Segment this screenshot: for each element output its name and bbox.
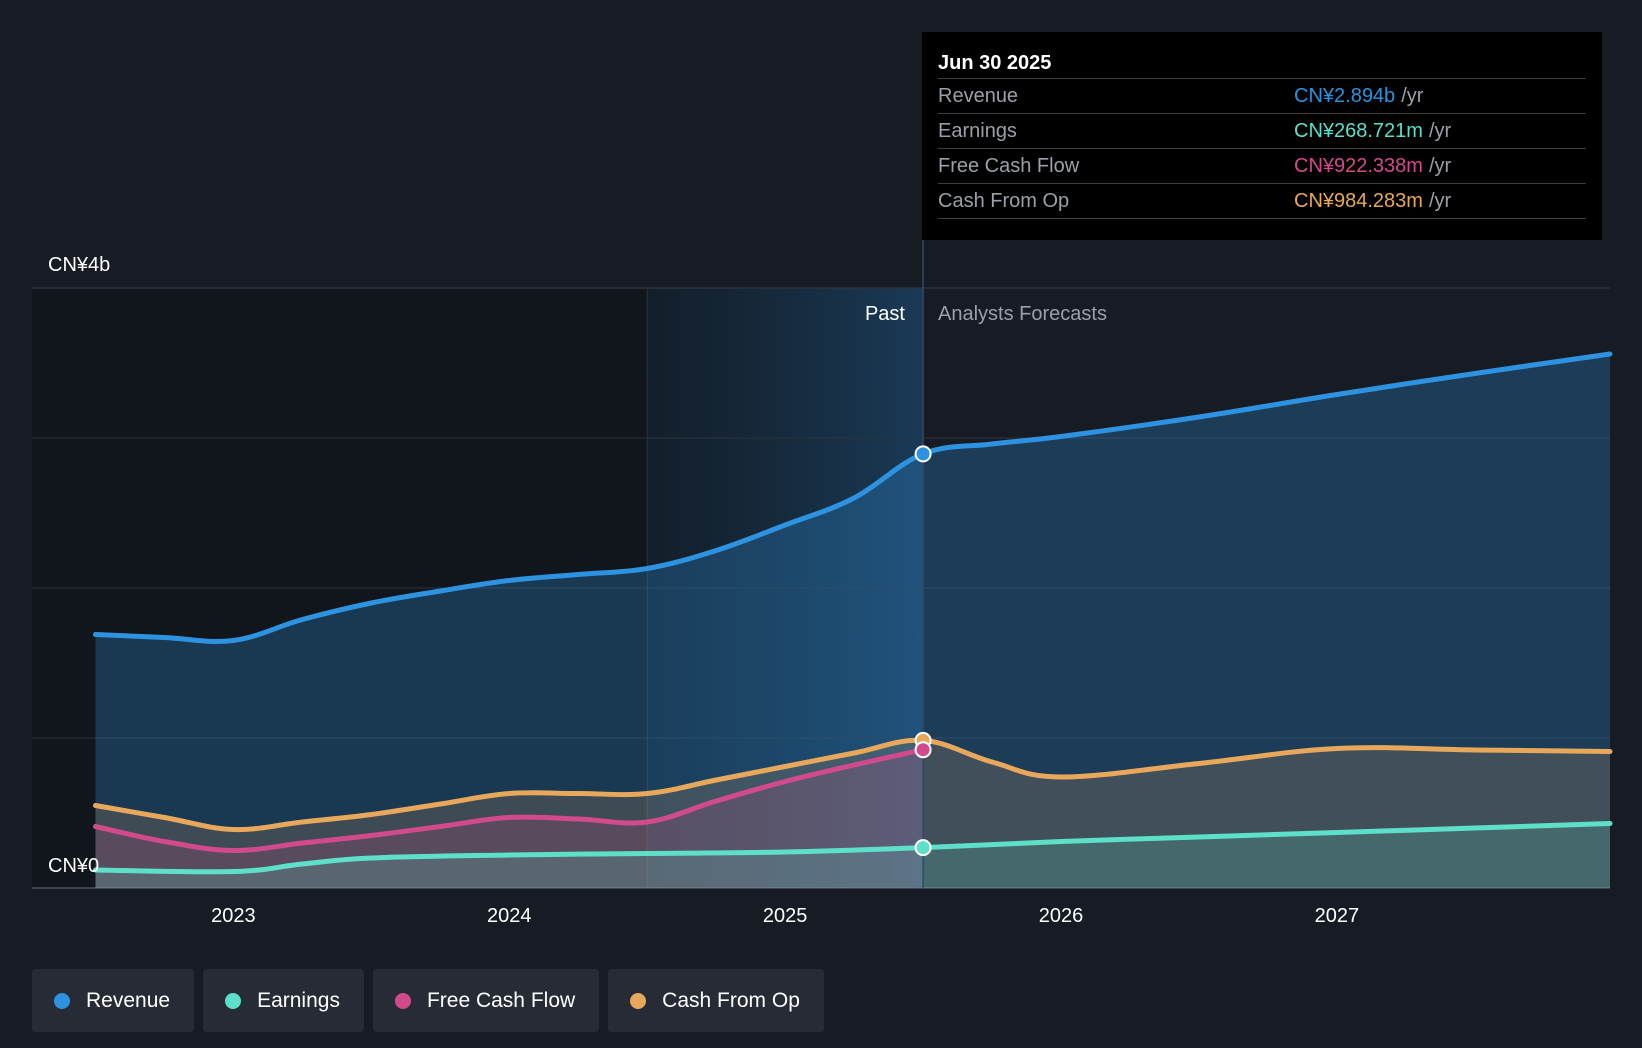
revenue-area xyxy=(95,354,1610,888)
tooltip-fcf-name: Free Cash Flow xyxy=(938,155,1080,177)
free-cash-flow-dot-icon xyxy=(394,992,411,1009)
x-tick-label: 2023 xyxy=(211,905,256,927)
free-cash-flow-line xyxy=(92,747,926,854)
legend-item-earnings[interactable]: Earnings xyxy=(203,969,364,1032)
legend-item-revenue[interactable]: Revenue xyxy=(32,969,195,1032)
tooltip-revenue-unit: /yr xyxy=(1401,85,1424,107)
tooltip-revenue-value: CN¥2.894b xyxy=(1294,85,1396,107)
tooltip-revenue-name: Revenue xyxy=(938,85,1019,107)
tooltip-row-cfo: Cash From Op CN¥984.283m /yr xyxy=(938,184,1586,219)
tooltip-earnings-value: CN¥268.721m xyxy=(1294,120,1423,142)
cash-from-op-area xyxy=(95,740,1610,888)
legend-item-free-cash-flow[interactable]: Free Cash Flow xyxy=(372,969,600,1032)
tooltip-row-earnings: Earnings CN¥268.721m /yr xyxy=(938,114,1586,149)
tooltip-row-revenue: Revenue CN¥2.894b /yr xyxy=(938,79,1586,114)
tooltip-fcf-value: CN¥922.338m xyxy=(1294,155,1423,177)
legend-earnings-label: Earnings xyxy=(257,988,340,1012)
revenue-highlight-marker[interactable] xyxy=(914,445,932,463)
legend-item-cash-from-op[interactable]: Cash From Op xyxy=(608,969,824,1032)
hover-tooltip: Jun 30 2025 Revenue CN¥2.894b /yr Earnin… xyxy=(922,32,1602,240)
free-cash-flow-highlight-marker[interactable] xyxy=(914,741,932,759)
tooltip-date: Jun 30 2025 xyxy=(938,48,1586,79)
cash-from-op-dot-icon xyxy=(630,992,647,1009)
earnings-highlight-marker[interactable] xyxy=(914,839,932,857)
past-region-label: Past xyxy=(865,303,905,325)
tooltip-earnings-name: Earnings xyxy=(938,120,1017,142)
tooltip-cfo-name: Cash From Op xyxy=(938,190,1070,212)
legend-free-cash-flow-label: Free Cash Flow xyxy=(426,988,576,1012)
tooltip-row-fcf: Free Cash Flow CN¥922.338m /yr xyxy=(938,149,1586,184)
earnings-line xyxy=(92,821,1613,875)
x-tick-label: 2027 xyxy=(1315,905,1360,927)
tooltip-cfo-unit: /yr xyxy=(1428,190,1452,212)
earnings-area xyxy=(95,823,1610,888)
x-tick-label: 2026 xyxy=(1039,905,1084,927)
earnings-dot-icon xyxy=(225,992,242,1009)
legend-revenue-label: Revenue xyxy=(86,988,171,1012)
legend: Revenue Earnings Free Cash Flow Cash Fro… xyxy=(32,969,824,1032)
forecast-region-label: Analysts Forecasts xyxy=(938,303,1107,325)
tooltip-fcf-unit: /yr xyxy=(1428,155,1452,177)
revenue-line xyxy=(92,351,1613,645)
x-tick-label: 2024 xyxy=(487,905,532,927)
y-axis-max-label: CN¥4b xyxy=(48,254,110,276)
legend-cash-from-op-label: Cash From Op xyxy=(662,988,800,1012)
revenue-dot-icon xyxy=(54,992,70,1009)
tooltip-earnings-unit: /yr xyxy=(1428,120,1452,142)
y-axis-zero-label: CN¥0 xyxy=(48,855,99,877)
cash-from-op-line xyxy=(92,737,1613,833)
tooltip-cfo-value: CN¥984.283m xyxy=(1294,190,1423,212)
x-tick-label: 2025 xyxy=(763,905,808,927)
